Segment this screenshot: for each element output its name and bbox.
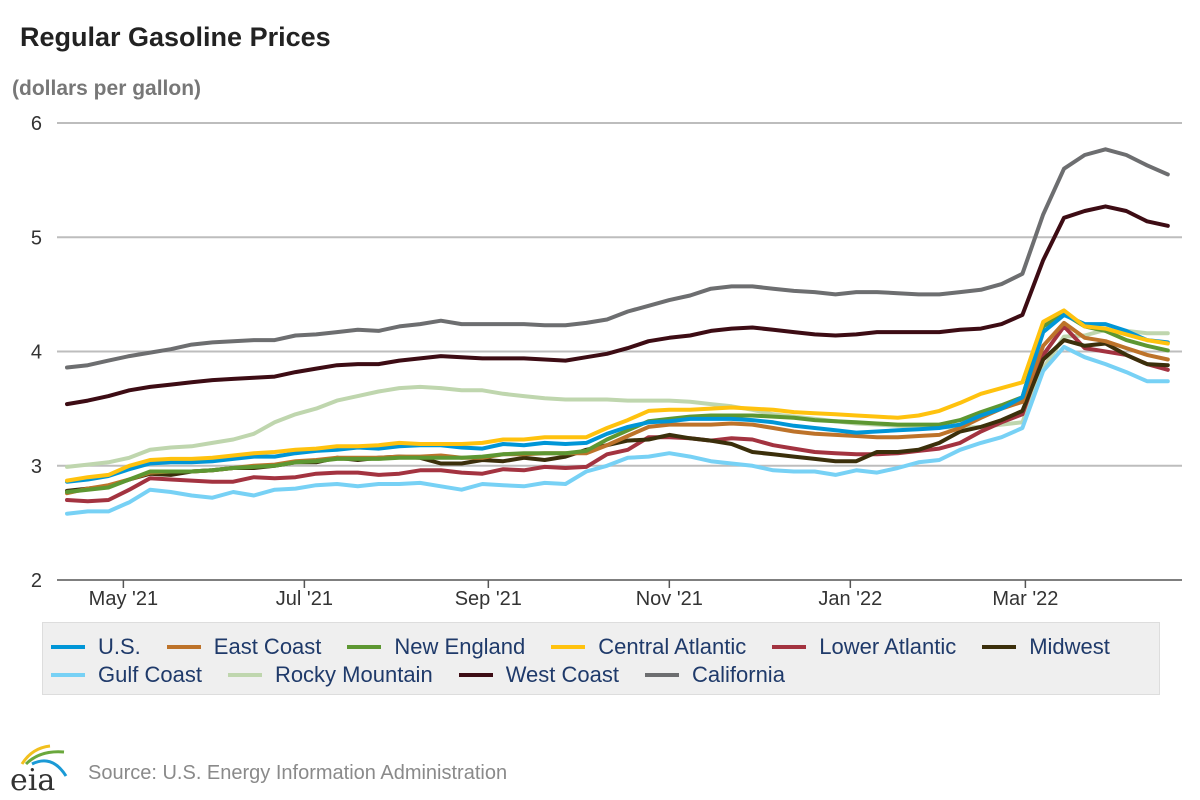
eia-logo: eia bbox=[10, 744, 68, 794]
series-line-lower-atlantic bbox=[65, 324, 1170, 504]
series-line-new-england bbox=[65, 311, 1170, 494]
series-line-u-s bbox=[65, 312, 1170, 484]
chart-title: Regular Gasoline Prices bbox=[20, 22, 331, 52]
x-tick-label: Sep '21 bbox=[455, 588, 522, 610]
legend-label: Central Atlantic bbox=[598, 634, 747, 659]
legend-item[interactable]: East Coast bbox=[166, 634, 322, 660]
legend-swatch bbox=[772, 645, 807, 649]
y-tick-label: 3 bbox=[31, 456, 42, 478]
legend-swatch bbox=[645, 673, 679, 677]
series-line-california bbox=[65, 147, 1170, 370]
series-line-west-coast bbox=[65, 204, 1170, 407]
legend-swatch bbox=[347, 645, 382, 649]
legend-swatch bbox=[51, 673, 85, 677]
legend-item[interactable]: Central Atlantic bbox=[551, 634, 746, 660]
legend-label: U.S. bbox=[98, 634, 141, 659]
y-tick-label: 4 bbox=[31, 342, 42, 364]
legend-item[interactable]: West Coast bbox=[458, 662, 619, 688]
legend-label: New England bbox=[394, 634, 526, 659]
x-tick-label: May '21 bbox=[89, 588, 158, 610]
series-line-central-atlantic bbox=[65, 308, 1170, 483]
legend-label: Lower Atlantic bbox=[819, 634, 957, 659]
x-tick-label: Mar '22 bbox=[992, 588, 1058, 610]
legend-swatch bbox=[227, 673, 262, 677]
legend-item[interactable]: Gulf Coast bbox=[51, 662, 202, 688]
legend-swatch bbox=[458, 673, 493, 677]
legend-swatch bbox=[166, 645, 201, 649]
legend-item[interactable]: Rocky Mountain bbox=[227, 662, 433, 688]
y-tick-label: 6 bbox=[31, 113, 42, 135]
legend-label: Rocky Mountain bbox=[274, 662, 433, 687]
y-tick-label: 5 bbox=[31, 227, 42, 249]
legend-label: East Coast bbox=[213, 634, 322, 659]
legend-row: U.S. East Coast New England Central Atlanti… bbox=[51, 633, 1159, 661]
legend-item[interactable]: California bbox=[645, 662, 785, 688]
chart-subtitle: (dollars per gallon) bbox=[12, 77, 202, 100]
legend-label: California bbox=[692, 662, 785, 687]
y-tick-label: 2 bbox=[31, 570, 42, 592]
legend-label: West Coast bbox=[505, 662, 619, 687]
x-tick-label: Jul '21 bbox=[276, 588, 333, 610]
legend-item[interactable]: New England bbox=[347, 634, 525, 660]
x-tick-label: Nov '21 bbox=[636, 588, 703, 610]
line-chart: 2 3 4 5 6 May '21 Jul '21 Sep '21 Nov '21 Jan '22… bbox=[31, 113, 1182, 610]
legend-label: Gulf Coast bbox=[98, 662, 202, 687]
series-line-gulf-coast bbox=[65, 344, 1170, 516]
legend-item[interactable]: Midwest bbox=[982, 634, 1110, 660]
legend-item[interactable]: U.S. bbox=[51, 634, 141, 660]
legend-item[interactable]: Lower Atlantic bbox=[772, 634, 956, 660]
legend: U.S. East Coast New England Central Atlanti… bbox=[42, 622, 1160, 695]
legend-row: Gulf Coast Rocky Mountain West Coast Califo… bbox=[51, 661, 1159, 689]
legend-swatch bbox=[551, 645, 586, 649]
legend-swatch bbox=[51, 645, 85, 649]
x-tick-label: Jan '22 bbox=[818, 588, 882, 610]
svg-text:eia: eia bbox=[10, 763, 55, 794]
legend-label: Midwest bbox=[1029, 634, 1110, 659]
legend-swatch bbox=[982, 645, 1017, 649]
source-note: Source: U.S. Energy Information Administ… bbox=[88, 762, 508, 784]
